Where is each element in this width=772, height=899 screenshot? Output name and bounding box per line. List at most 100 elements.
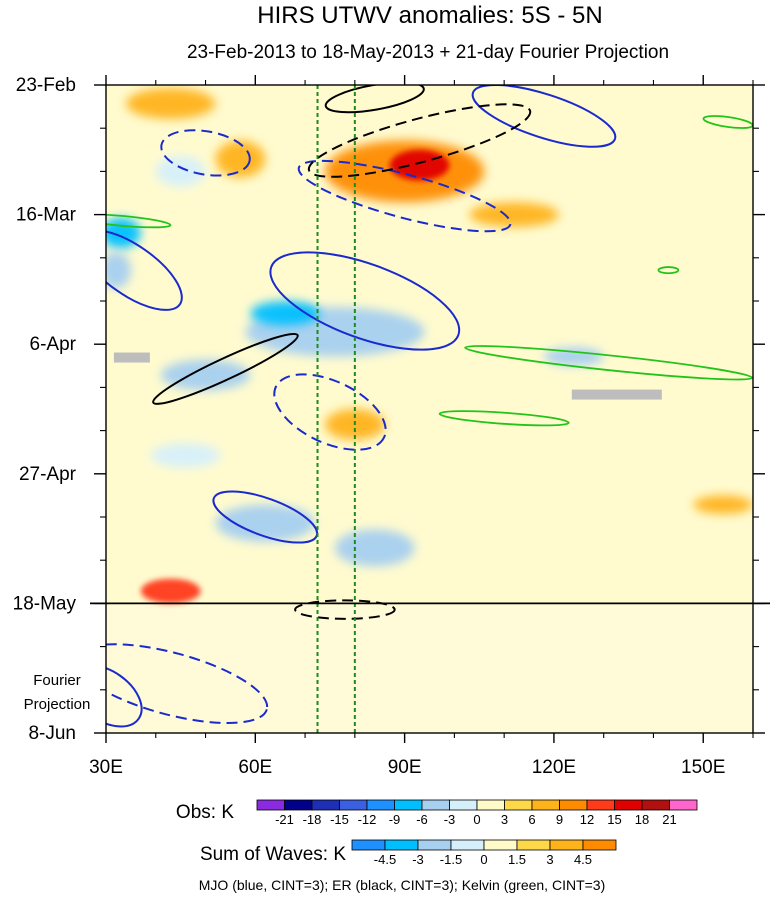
colorbar-tick-label: -6 <box>416 812 428 827</box>
colorbar-swatch <box>366 799 395 811</box>
colorbar-swatch <box>582 839 617 851</box>
kelvin-contour <box>657 266 680 275</box>
colorbar-swatch <box>384 839 419 851</box>
plot-frame <box>105 84 754 734</box>
anomaly-patch <box>215 140 266 178</box>
mjo-contour <box>269 251 461 351</box>
obs-colorbar: -21 -18 -15 -12 -9 -6 -3 0 3 6 9 12 15 18 21 <box>256 799 698 827</box>
mjo-contour <box>297 159 512 233</box>
colorbar-tick-label: 9 <box>556 812 563 827</box>
kelvin-contour <box>438 410 570 427</box>
waves-colorbar-label: Sum of Waves: K <box>200 844 346 865</box>
missing-data-box <box>113 352 150 363</box>
projection-label-line2: Projection <box>24 696 91 713</box>
reference-lines <box>316 85 356 733</box>
mjo-contour <box>106 643 269 725</box>
colorbar-swatch <box>450 839 485 851</box>
colorbar-swatch <box>339 799 368 811</box>
x-tick-label: 150E <box>681 757 725 778</box>
wave-contours <box>106 85 617 728</box>
colorbar-swatch <box>421 799 450 811</box>
y-tick-label: 6-Apr <box>30 334 77 355</box>
colorbar-swatch <box>549 839 584 851</box>
kelvin-contour <box>106 213 172 229</box>
y-tick-label: 27-Apr <box>19 464 77 485</box>
anomaly-patch <box>160 359 251 391</box>
colorbar-swatch <box>483 839 518 851</box>
colorbar-tick-label: -3 <box>444 812 456 827</box>
anomaly-patch <box>389 149 450 181</box>
colorbar-tick-label: 1.5 <box>508 852 526 867</box>
chart-title: HIRS UTWV anomalies: 5S - 5N <box>257 2 602 29</box>
colorbar-swatch <box>476 799 505 811</box>
colorbar-tick-label: 0 <box>473 812 480 827</box>
colorbar-tick-label: 3 <box>501 812 508 827</box>
colorbar-swatch <box>586 799 615 811</box>
anomaly-patch <box>334 529 415 567</box>
anomaly-patch <box>250 301 321 326</box>
colorbar-swatch <box>516 839 551 851</box>
colorbar-swatch <box>641 799 670 811</box>
x-axis: 30E 60E 90E 120E 150E <box>89 75 754 778</box>
x-tick-label: 120E <box>532 757 576 778</box>
mjo-contour <box>106 664 143 728</box>
mjo-contour <box>106 229 183 311</box>
projection-background <box>106 603 753 733</box>
obs-colorbar-label: Obs: K <box>176 802 234 823</box>
plot-area <box>106 85 753 733</box>
mjo-contour <box>160 129 251 177</box>
colorbar-swatch <box>311 799 340 811</box>
anomaly-patch <box>125 88 216 119</box>
colorbar-tick-label: 6 <box>528 812 535 827</box>
er-contour <box>152 332 299 405</box>
mjo-contour <box>471 85 617 148</box>
colorbar-tick-label: 4.5 <box>574 852 592 867</box>
anomaly-patch <box>106 251 131 289</box>
colorbar-swatch <box>449 799 478 811</box>
y-tick-label: 23-Feb <box>16 75 76 96</box>
waves-colorbar: -4.5 -3 -1.5 0 1.5 3 4.5 <box>351 839 617 867</box>
chart-subtitle: 23-Feb-2013 to 18-May-2013 + 21-day Four… <box>187 42 669 63</box>
colorbar-tick-label: 21 <box>662 812 676 827</box>
anomaly-patch <box>150 442 221 468</box>
colorbar-swatch <box>256 799 285 811</box>
x-tick-label: 60E <box>238 757 272 778</box>
colorbar-tick-label: 18 <box>635 812 649 827</box>
colorbar-tick-label: -21 <box>275 812 294 827</box>
colorbar-tick-label: 15 <box>607 812 621 827</box>
anomaly-patch <box>543 347 604 366</box>
colorbar-tick-label: -4.5 <box>374 852 396 867</box>
er-contour <box>294 599 396 620</box>
anomaly-patch <box>469 202 559 227</box>
x-tick-label: 30E <box>89 757 123 778</box>
y-tick-label: 16-Mar <box>16 205 77 226</box>
footer-note: MJO (blue, CINT=3); ER (black, CINT=3); … <box>199 877 606 893</box>
er-contour <box>307 103 532 178</box>
colorbar-tick-label: 0 <box>480 852 487 867</box>
x-tick-label: 90E <box>388 757 422 778</box>
colorbar-tick-label: 3 <box>546 852 553 867</box>
colorbar-swatch <box>614 799 643 811</box>
kelvin-contours <box>106 115 753 427</box>
y-axis: 23-Feb 16-Mar 6-Apr 27-Apr 18-May 8-Jun <box>13 75 765 744</box>
anomaly-patch <box>155 155 206 187</box>
mjo-contour <box>273 373 387 451</box>
colorbar-swatch <box>669 799 698 811</box>
kelvin-contour <box>464 345 753 381</box>
colorbar-tick-label: -15 <box>330 812 349 827</box>
missing-data-box <box>571 389 662 400</box>
colorbar-swatch <box>417 839 452 851</box>
projection-label-line1: Fourier <box>33 672 81 689</box>
colorbar-swatch <box>559 799 588 811</box>
colorbar-swatch <box>531 799 560 811</box>
colorbar-tick-label: -1.5 <box>440 852 462 867</box>
y-tick-label: 18-May <box>13 593 77 614</box>
colorbar-tick-label: -9 <box>389 812 401 827</box>
colorbar-tick-label: -18 <box>303 812 322 827</box>
anomaly-patch <box>693 495 753 514</box>
colorbar-swatch <box>394 799 423 811</box>
colorbar-swatch <box>284 799 313 811</box>
y-tick-label: 8-Jun <box>28 723 76 744</box>
colorbar-tick-label: -12 <box>358 812 377 827</box>
